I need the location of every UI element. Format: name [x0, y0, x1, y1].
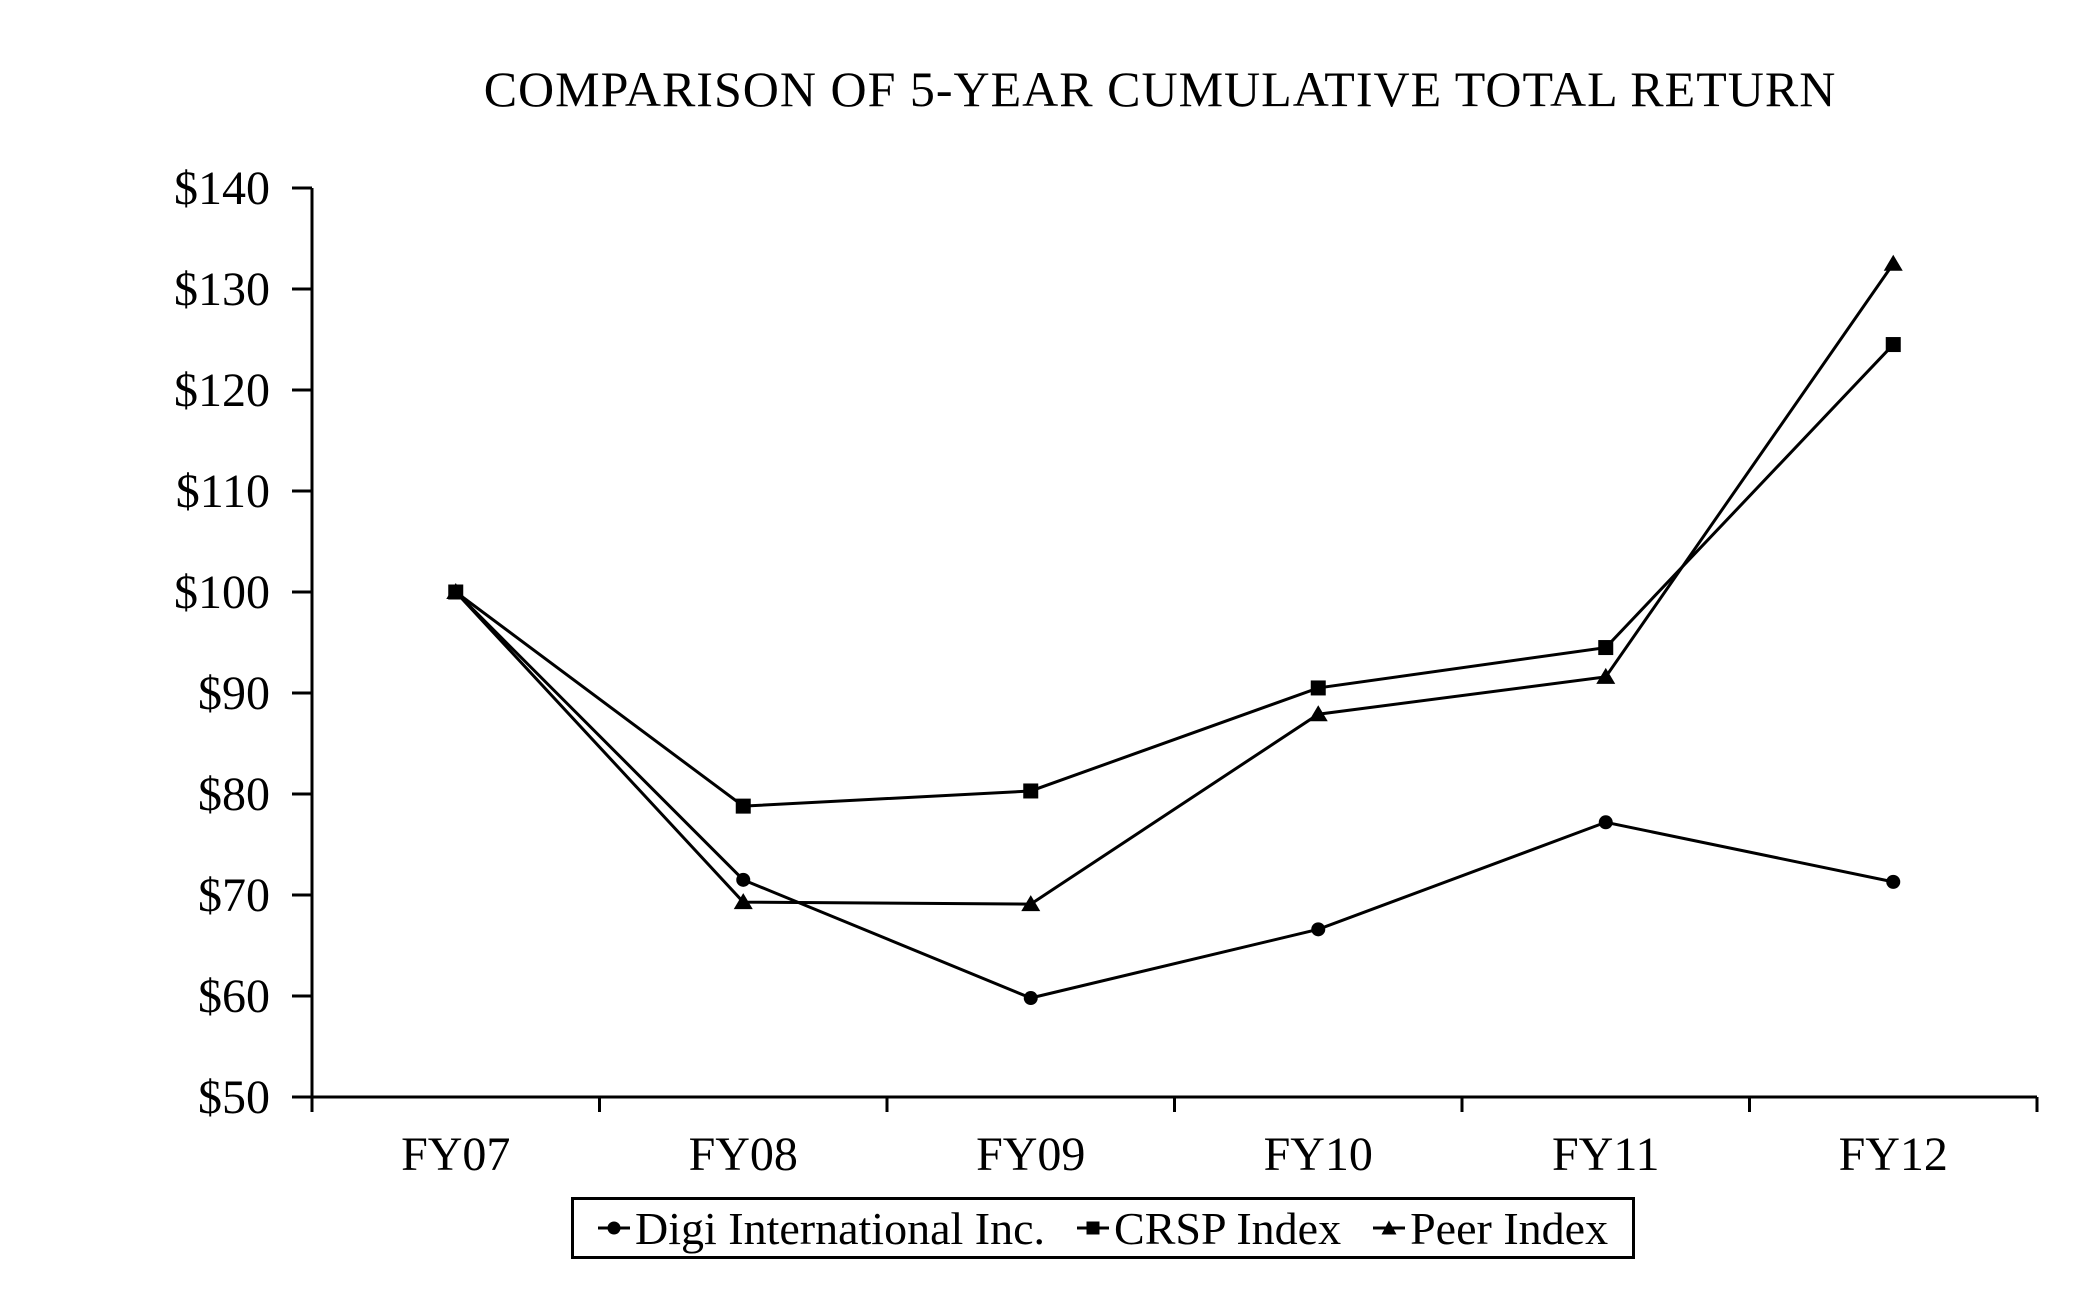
- data-point-circle-icon: [1311, 922, 1326, 937]
- legend-line-circle-icon: [598, 1221, 630, 1235]
- data-point-triangle-icon: [1308, 705, 1328, 722]
- y-tick-label: $120: [174, 364, 270, 417]
- data-point-circle-icon: [1598, 815, 1613, 830]
- x-tick-label: FY09: [976, 1128, 1085, 1181]
- y-tick-label: $70: [198, 869, 270, 922]
- y-tick-label: $90: [198, 667, 270, 720]
- data-point-square-icon: [735, 798, 751, 814]
- y-tick-label: $110: [176, 465, 270, 518]
- x-tick-label: FY10: [1264, 1128, 1373, 1181]
- y-tick-label: $60: [198, 970, 270, 1023]
- data-point-circle-icon: [1886, 874, 1901, 889]
- data-point-square-icon: [1023, 783, 1039, 799]
- data-point-triangle-icon: [1883, 254, 1903, 271]
- data-point-square-icon: [448, 584, 464, 600]
- x-tick-label: FY07: [401, 1128, 510, 1181]
- x-tick-label: FY11: [1552, 1128, 1660, 1181]
- chart-title: COMPARISON OF 5-YEAR CUMULATIVE TOTAL RE…: [483, 61, 1837, 117]
- series-line-square: [454, 343, 1895, 808]
- legend-item-crsp: CRSP Index: [1077, 1202, 1341, 1255]
- y-tick-label: $50: [198, 1071, 270, 1124]
- series-line-circle: [454, 590, 1894, 1000]
- data-point-triangle-icon: [1021, 895, 1041, 912]
- chart-legend: Digi International Inc. CRSP Index Peer …: [571, 1197, 1636, 1259]
- y-tick-label: $100: [174, 566, 270, 619]
- legend-label-crsp: CRSP Index: [1114, 1202, 1342, 1254]
- series-line-triangle: [454, 262, 1895, 906]
- y-tick-label: $80: [198, 768, 270, 821]
- legend-item-digi: Digi International Inc.: [598, 1202, 1045, 1255]
- data-point-triangle-icon: [733, 893, 753, 910]
- x-tick-label: FY08: [689, 1128, 798, 1181]
- legend-line-triangle-icon: [1373, 1220, 1406, 1235]
- data-point-triangle-icon: [1596, 667, 1616, 684]
- x-tick-label: FY12: [1839, 1128, 1948, 1181]
- legend-label-peer: Peer Index: [1410, 1202, 1609, 1254]
- data-point-circle-icon: [1023, 991, 1038, 1006]
- data-point-square-icon: [1598, 640, 1614, 656]
- legend-item-peer: Peer Index: [1373, 1202, 1608, 1255]
- data-point-circle-icon: [736, 872, 751, 887]
- legend-label-digi: Digi International Inc.: [635, 1202, 1046, 1254]
- data-point-square-icon: [1310, 680, 1326, 696]
- y-tick-label: $140: [174, 162, 270, 215]
- data-point-square-icon: [1885, 337, 1901, 353]
- legend-line-square-icon: [1077, 1221, 1110, 1235]
- y-tick-label: $130: [174, 263, 270, 316]
